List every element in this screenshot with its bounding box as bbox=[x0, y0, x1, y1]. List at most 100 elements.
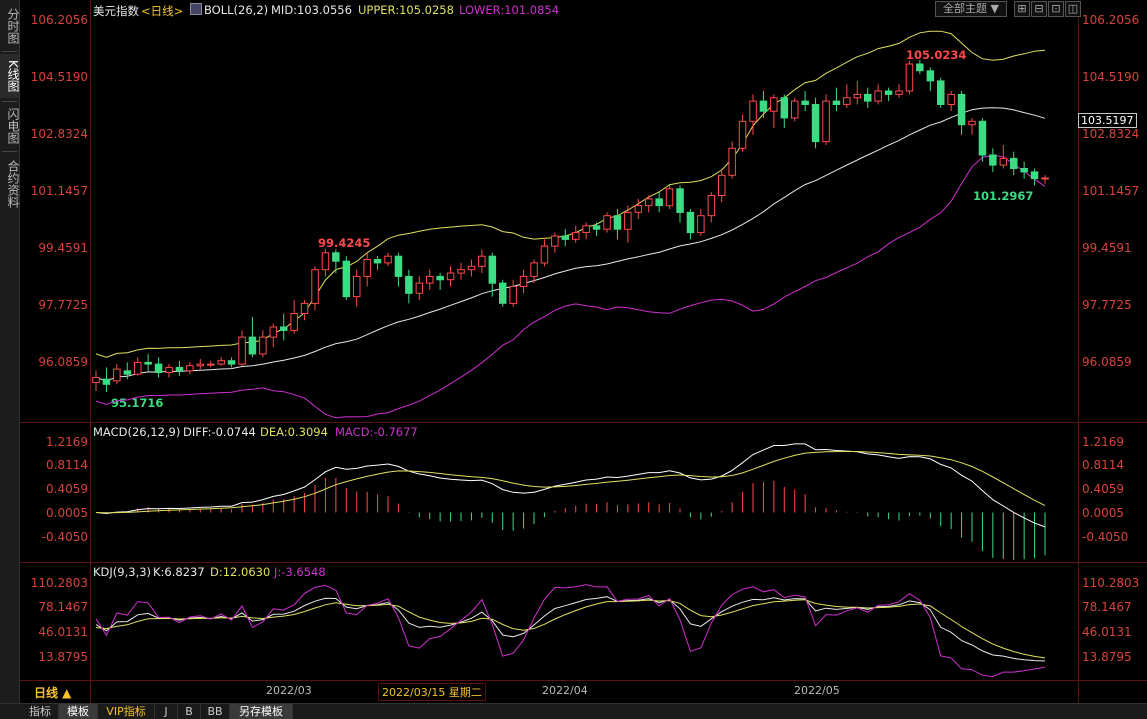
candle-down bbox=[592, 225, 601, 230]
candle-down bbox=[102, 378, 111, 385]
axis-left-label: 97.7725 bbox=[38, 298, 88, 312]
candle-up bbox=[968, 120, 976, 126]
tab-vip-indicators[interactable]: VIP指标 bbox=[98, 704, 155, 719]
date-tick: 2022/03 bbox=[266, 684, 312, 697]
candle-up bbox=[290, 313, 298, 331]
tab-b[interactable]: B bbox=[178, 704, 201, 719]
macd-title: MACD(26,12,9) bbox=[93, 425, 181, 439]
candle-down bbox=[1020, 168, 1028, 173]
macd-diff: DIFF:-0.0744 bbox=[183, 425, 256, 439]
sidebar-divider bbox=[2, 151, 17, 152]
sidebar-item-contract-info[interactable]: 合约资料 bbox=[6, 160, 20, 208]
axis-left-label: 96.0859 bbox=[38, 355, 88, 369]
candle-down bbox=[342, 260, 351, 298]
tab-save-template[interactable]: 另存模板 bbox=[230, 704, 293, 719]
axis-left-label: 101.1457 bbox=[30, 184, 88, 198]
macd-value: MACD:-0.7677 bbox=[335, 425, 418, 439]
kdj-j: J:-3.6548 bbox=[274, 565, 326, 579]
tab-templates[interactable]: 模板 bbox=[59, 704, 98, 719]
candle-up bbox=[426, 275, 434, 284]
panel-divider-kdj bbox=[20, 562, 1147, 563]
macd-axis-left-label: 0.8114 bbox=[46, 458, 88, 472]
layout-minus-icon[interactable]: ⊟ bbox=[1031, 1, 1047, 17]
candle-down bbox=[884, 90, 893, 95]
candle-down bbox=[780, 97, 789, 119]
kdj-k-line bbox=[95, 596, 1046, 662]
candle-up bbox=[353, 275, 361, 298]
candle-up bbox=[134, 361, 142, 375]
kdj-axis-left-label: 110.2803 bbox=[30, 576, 88, 590]
theme-select[interactable]: 全部主题 ▼ bbox=[935, 1, 1007, 17]
sidebar-divider bbox=[2, 51, 17, 52]
kdj-d: D:12.0630 bbox=[210, 565, 271, 579]
candle-up bbox=[509, 286, 517, 304]
candle-up bbox=[843, 97, 851, 105]
kdj-axis-right-label: 78.1467 bbox=[1082, 600, 1132, 614]
left-axis-border bbox=[90, 0, 91, 703]
indicator-tab-bar: 指标 模板 VIP指标 J B BB 另存模板 bbox=[0, 703, 1147, 719]
candle-down bbox=[676, 188, 684, 213]
candle-down bbox=[175, 366, 184, 372]
candle-down bbox=[937, 80, 945, 106]
boll-settings-icon[interactable] bbox=[190, 3, 202, 15]
candle-down bbox=[123, 370, 132, 375]
tab-j[interactable]: J bbox=[155, 704, 178, 719]
candle-up bbox=[259, 336, 267, 355]
sidebar-item-flash[interactable]: 闪电图 bbox=[6, 108, 20, 144]
layout-maximize-icon[interactable]: ⊡ bbox=[1048, 1, 1064, 17]
period-label: <日线> bbox=[141, 4, 184, 18]
candle-up bbox=[874, 90, 882, 102]
boll-label: BOLL(26,2) bbox=[204, 3, 269, 17]
candle-up bbox=[467, 265, 476, 271]
macd-axis-right-label: 1.2169 bbox=[1082, 435, 1124, 449]
boll-upper-line bbox=[95, 30, 1046, 358]
kdj-axis-right-label: 110.2803 bbox=[1082, 576, 1140, 590]
macd-diff-line bbox=[95, 443, 1046, 528]
candle-up bbox=[697, 215, 705, 234]
candle-down bbox=[227, 360, 236, 365]
macd-axis-right-label: -0.4050 bbox=[1082, 530, 1129, 544]
candle-down bbox=[248, 336, 257, 355]
candle-up bbox=[540, 245, 549, 264]
candle-up bbox=[624, 211, 632, 230]
candle-down bbox=[864, 93, 872, 102]
macd-axis-right-label: 0.8114 bbox=[1082, 458, 1124, 472]
candle-up bbox=[457, 269, 465, 274]
candle-up bbox=[207, 363, 215, 366]
candle-down bbox=[1010, 157, 1018, 169]
kdj-axis-left-label: 46.0131 bbox=[38, 625, 88, 639]
candle-down bbox=[280, 326, 288, 331]
candle-up bbox=[519, 275, 528, 287]
period-toggle-button[interactable]: 日线 ▲ bbox=[34, 686, 72, 700]
candle-up bbox=[415, 282, 424, 294]
candle-down bbox=[613, 215, 622, 230]
candle-up bbox=[217, 360, 225, 365]
candle-down bbox=[144, 361, 152, 365]
candle-down bbox=[488, 255, 497, 284]
candle-up bbox=[718, 174, 726, 197]
high-marker-2: 105.0234 bbox=[906, 48, 967, 62]
candle-down bbox=[811, 104, 820, 143]
layout-grid-icon[interactable]: ⊞ bbox=[1014, 1, 1030, 17]
kdj-j-line bbox=[95, 584, 1046, 678]
low-marker-2: 101.2967 bbox=[973, 189, 1034, 203]
candle-up bbox=[603, 215, 611, 230]
layout-split-icon[interactable]: ◫ bbox=[1065, 1, 1081, 17]
tab-indicators[interactable]: 指标 bbox=[22, 704, 59, 719]
candle-down bbox=[154, 363, 163, 374]
symbol-title: 美元指数 bbox=[93, 4, 139, 18]
sidebar-item-timeshare[interactable]: 分时图 bbox=[6, 8, 20, 44]
candle-up bbox=[92, 377, 100, 384]
candle-down bbox=[801, 100, 809, 105]
candle-up bbox=[707, 195, 716, 217]
candle-up bbox=[582, 225, 590, 234]
candle-up bbox=[822, 100, 830, 143]
macd-axis-left-label: 0.0005 bbox=[46, 506, 88, 520]
candle-up bbox=[634, 205, 643, 213]
candle-up bbox=[665, 188, 674, 207]
sidebar-item-kline[interactable]: K线图 bbox=[0, 54, 20, 98]
tab-bb[interactable]: BB bbox=[201, 704, 230, 719]
candle-up bbox=[572, 232, 580, 240]
candlestick-chart[interactable] bbox=[0, 0, 1147, 703]
boll-lower-line bbox=[95, 154, 1046, 419]
